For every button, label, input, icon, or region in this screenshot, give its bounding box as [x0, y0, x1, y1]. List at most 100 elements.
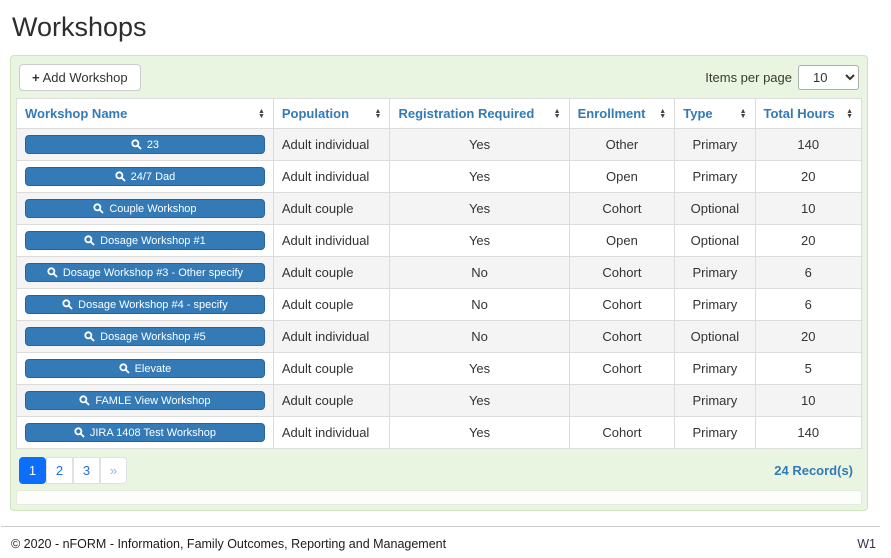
workshop-detail-button[interactable]: 24/7 Dad — [25, 167, 265, 186]
items-per-page-select[interactable]: 10 — [798, 65, 859, 90]
table-row: Dosage Workshop #4 - specify Adult coupl… — [16, 288, 862, 321]
workshop-detail-button[interactable]: Dosage Workshop #3 - Other specify — [25, 263, 265, 282]
enrollment-cell — [568, 384, 676, 417]
sort-icon[interactable]: ▲ ▼ — [659, 107, 667, 120]
enrollment-cell: Other — [568, 128, 676, 161]
total-hours-cell: 5 — [754, 352, 862, 385]
registration-required-cell: No — [389, 288, 570, 321]
type-cell: Primary — [674, 352, 756, 385]
workshop-name-label: Dosage Workshop #4 - specify — [78, 298, 228, 311]
sort-icon[interactable]: ▲ ▼ — [374, 107, 382, 120]
population-cell: Adult couple — [272, 192, 391, 225]
total-hours-cell: 6 — [754, 288, 862, 321]
sort-icon[interactable]: ▲ ▼ — [257, 107, 265, 120]
workshops-table: Workshop Name ▲ ▼ Population ▲ ▼ Registration … — [16, 98, 862, 449]
table-header-row: Workshop Name ▲ ▼ Population ▲ ▼ Registration … — [16, 98, 862, 129]
workshop-detail-button[interactable]: 23 — [25, 135, 265, 154]
column-label: Type — [683, 106, 713, 121]
registration-required-cell: Yes — [389, 192, 570, 225]
workshop-detail-button[interactable]: Dosage Workshop #4 - specify — [25, 295, 265, 314]
type-cell: Primary — [674, 160, 756, 193]
workshop-name-label: Elevate — [134, 362, 172, 375]
add-workshop-button[interactable]: + Add Workshop — [19, 64, 141, 91]
type-cell: Primary — [674, 256, 756, 289]
search-icon — [131, 139, 142, 150]
enrollment-cell: Cohort — [568, 192, 676, 225]
workshop-name-label: Dosage Workshop #1 — [100, 234, 206, 247]
items-per-page-label: Items per page — [705, 70, 792, 85]
registration-required-cell: Yes — [389, 224, 570, 257]
panel-footer-strip — [16, 490, 862, 505]
table-row: 24/7 Dad Adult individual Yes Open Prima… — [16, 160, 862, 193]
column-label: Enrollment — [577, 106, 646, 121]
plus-icon: + — [32, 70, 40, 85]
sort-icon[interactable]: ▲ ▼ — [846, 107, 853, 120]
column-header-type[interactable]: Type ▲ ▼ — [674, 98, 756, 129]
population-cell: Adult couple — [272, 384, 391, 417]
total-hours-cell: 20 — [754, 160, 862, 193]
workshop-name-label: JIRA 1408 Test Workshop — [89, 426, 217, 439]
column-header-registration-required[interactable]: Registration Required ▲ ▼ — [389, 98, 570, 129]
column-label: Population — [281, 106, 350, 121]
total-hours-cell: 10 — [754, 192, 862, 225]
population-cell: Adult couple — [272, 352, 391, 385]
next-page-button[interactable]: » — [100, 457, 127, 484]
column-header-workshop-name[interactable]: Workshop Name ▲ ▼ — [16, 98, 274, 129]
table-row: Dosage Workshop #3 - Other specify Adult… — [16, 256, 862, 289]
search-icon — [84, 235, 95, 246]
type-cell: Optional — [674, 224, 756, 257]
workshop-detail-button[interactable]: Couple Workshop — [25, 199, 265, 218]
search-icon — [118, 363, 130, 374]
total-hours-cell: 20 — [754, 320, 862, 353]
table-row: Couple Workshop Adult couple Yes Cohort … — [16, 192, 862, 225]
population-cell: Adult individual — [272, 416, 391, 449]
column-label: Total Hours — [763, 106, 835, 121]
enrollment-cell: Open — [568, 160, 676, 193]
workshop-detail-button[interactable]: JIRA 1408 Test Workshop — [25, 423, 265, 442]
page-button-2[interactable]: 2 — [46, 457, 73, 484]
enrollment-cell: Cohort — [568, 256, 676, 289]
search-icon — [84, 331, 95, 342]
page-button-1[interactable]: 1 — [19, 457, 46, 484]
population-cell: Adult individual — [272, 128, 391, 161]
workshop-detail-button[interactable]: Dosage Workshop #5 — [25, 327, 265, 346]
workshop-detail-button[interactable]: FAMLE View Workshop — [25, 391, 265, 410]
sort-icon[interactable]: ▲ ▼ — [739, 107, 747, 120]
registration-required-cell: Yes — [389, 160, 570, 193]
type-cell: Optional — [674, 320, 756, 353]
enrollment-cell: Cohort — [568, 416, 676, 449]
table-row: Dosage Workshop #5 Adult individual No C… — [16, 320, 862, 353]
population-cell: Adult individual — [272, 160, 391, 193]
table-row: Elevate Adult couple Yes Cohort Primary … — [16, 352, 862, 385]
column-label: Workshop Name — [25, 106, 128, 121]
sort-icon[interactable]: ▲ ▼ — [553, 107, 561, 120]
column-header-enrollment[interactable]: Enrollment ▲ ▼ — [568, 98, 676, 129]
workshop-name-label: 24/7 Dad — [130, 170, 176, 183]
pagination: 1 2 3» — [19, 457, 127, 484]
pagination-row: 1 2 3» 24 Record(s) — [16, 449, 862, 490]
search-icon — [79, 395, 91, 406]
registration-required-cell: Yes — [389, 416, 570, 449]
registration-required-cell: No — [389, 320, 570, 353]
search-icon — [74, 427, 85, 438]
search-icon — [62, 299, 73, 310]
workshop-detail-button[interactable]: Elevate — [25, 359, 265, 378]
workshop-detail-button[interactable]: Dosage Workshop #1 — [25, 231, 265, 250]
column-header-total-hours[interactable]: Total Hours ▲ ▼ — [754, 98, 862, 129]
workshop-name-label: Dosage Workshop #5 — [100, 330, 206, 343]
column-header-population[interactable]: Population ▲ ▼ — [272, 98, 391, 129]
workshop-name-label: Dosage Workshop #3 - Other specify — [62, 266, 244, 279]
site-footer: © 2020 - nFORM - Information, Family Out… — [1, 526, 880, 551]
type-cell: Primary — [674, 384, 756, 417]
search-icon — [47, 267, 58, 278]
version-label: W1 — [857, 537, 876, 551]
table-row: Dosage Workshop #1 Adult individual Yes … — [16, 224, 862, 257]
table-row: JIRA 1408 Test Workshop Adult individual… — [16, 416, 862, 449]
type-cell: Primary — [674, 128, 756, 161]
registration-required-cell: Yes — [389, 384, 570, 417]
page-button-3[interactable]: 3 — [73, 457, 100, 484]
record-count: 24 Record(s) — [774, 463, 853, 478]
table-row: 23 Adult individual Yes Other Primary 14… — [16, 128, 862, 161]
workshops-panel: + Add Workshop Items per page 10 Workshop… — [10, 55, 868, 511]
workshop-name-label: 23 — [146, 138, 160, 151]
